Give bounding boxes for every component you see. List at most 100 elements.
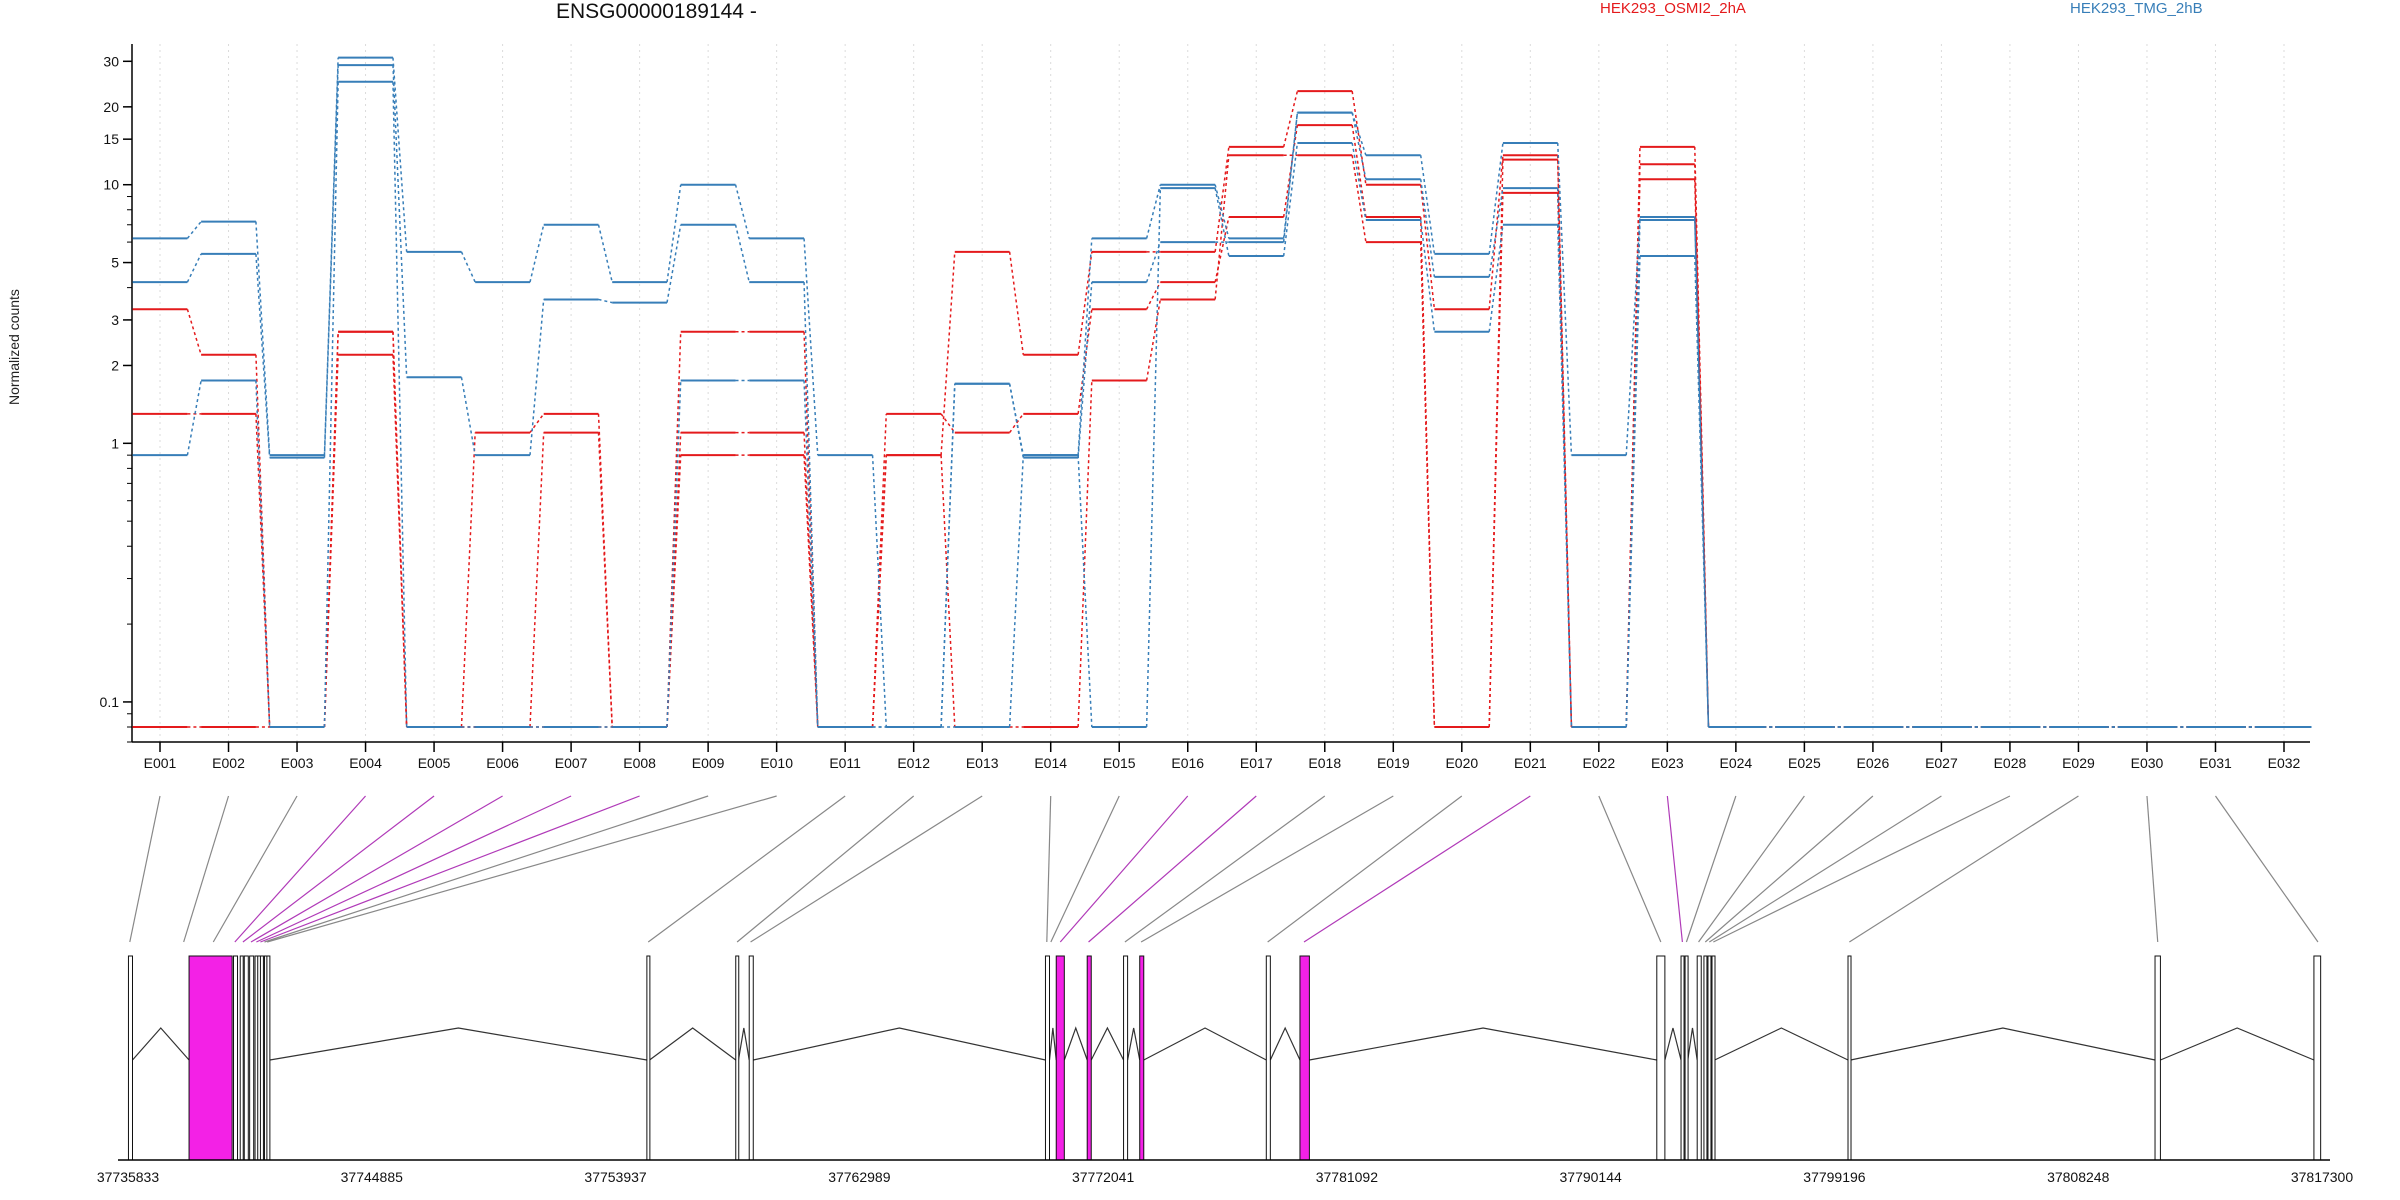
x-tick-label-E028: E028 — [1994, 755, 2027, 771]
series-3-connector-0 — [186, 221, 202, 239]
x-tick-label-E015: E015 — [1103, 755, 1136, 771]
exon-link-8 — [264, 795, 709, 943]
intron-14 — [1048, 1027, 1057, 1061]
series-5-connector-15 — [1214, 187, 1230, 257]
exon-15 — [1055, 955, 1065, 1161]
series-5-connector-21 — [1625, 255, 1641, 728]
series-5-connector-12 — [1008, 455, 1025, 728]
exon-29 — [2154, 955, 2161, 1161]
exon-link-10 — [647, 795, 846, 943]
genomic-tick-label-7: 37799196 — [1803, 1169, 1866, 1185]
series-4-connector-14 — [1145, 241, 1162, 283]
x-tick-label-E017: E017 — [1240, 755, 1273, 771]
legend-entry-tmg: HEK293_TMG_2hB — [2070, 0, 2203, 17]
exon-8 — [259, 955, 264, 1161]
y-tick-label-15: 15 — [103, 131, 119, 147]
exon-link-20 — [1303, 795, 1531, 943]
series-0-connector-15 — [1214, 146, 1230, 252]
exon-16 — [1086, 955, 1092, 1161]
series-4-connector-8 — [734, 224, 750, 283]
exon-13 — [748, 955, 754, 1161]
y-tick-label-20: 20 — [103, 99, 119, 115]
y-tick-label-10: 10 — [103, 177, 119, 193]
y-tick-label-30: 30 — [103, 53, 119, 69]
exon-21 — [1656, 955, 1666, 1161]
series-2-connector-15 — [1214, 155, 1230, 300]
series-4-connector-13 — [1077, 282, 1093, 458]
series-3-connector-10 — [871, 455, 888, 728]
exon-link-18 — [1140, 795, 1394, 943]
x-tick-label-E007: E007 — [555, 755, 588, 771]
series-0-connector-12 — [1008, 251, 1025, 355]
exon-25 — [1703, 955, 1708, 1161]
series-4-connector-16 — [1282, 112, 1299, 243]
series-2-connector-7 — [666, 455, 682, 728]
exon-link-11 — [736, 795, 915, 943]
exon-link-27 — [1713, 795, 2011, 943]
series-4-connector-4 — [460, 377, 476, 456]
x-tick-label-E006: E006 — [486, 755, 519, 771]
series-1-connector-9 — [803, 432, 819, 728]
x-tick-label-E025: E025 — [1788, 755, 1821, 771]
legend-entry-osmi2: HEK293_OSMI2_2hA — [1600, 0, 1746, 17]
exon-link-21 — [1598, 795, 1662, 943]
x-tick-label-E010: E010 — [760, 755, 793, 771]
series-2-connector-19 — [1488, 192, 1504, 728]
series-1-connector-1 — [255, 413, 271, 728]
x-tick-label-E004: E004 — [349, 755, 382, 771]
intron-21 — [1664, 1027, 1682, 1061]
series-2-connector-6 — [597, 432, 613, 728]
series-4-connector-5 — [529, 299, 545, 456]
genomic-tick-label-5: 37781092 — [1316, 1169, 1379, 1185]
exon-20 — [1299, 955, 1310, 1161]
x-tick-label-E013: E013 — [966, 755, 999, 771]
intron-19 — [1269, 1026, 1301, 1061]
series-3-connector-8 — [734, 184, 750, 239]
exon-2 — [232, 955, 239, 1161]
x-tick-label-E023: E023 — [1651, 755, 1684, 771]
exon-26 — [1707, 955, 1712, 1161]
exon-link-1 — [183, 795, 230, 943]
exon-link-0 — [129, 795, 161, 943]
genomic-tick-label-1: 37744885 — [341, 1169, 404, 1185]
series-2-connector-10 — [871, 455, 888, 728]
series-2-connector-2 — [323, 354, 339, 728]
intron-13 — [753, 1027, 1046, 1061]
genomic-tick-label-2: 37753937 — [584, 1169, 647, 1185]
series-2-connector-3 — [392, 354, 408, 728]
exon-23 — [1684, 955, 1689, 1161]
x-tick-label-E024: E024 — [1720, 755, 1753, 771]
genomic-tick-label-6: 37790144 — [1560, 1169, 1623, 1185]
x-tick-label-E026: E026 — [1857, 755, 1890, 771]
y-tick-label-1: 1 — [111, 435, 119, 451]
genomic-tick-label-9: 37817300 — [2291, 1169, 2354, 1185]
series-3-connector-1 — [255, 221, 271, 456]
y-tick-label-2: 2 — [111, 357, 119, 373]
exon-14 — [1044, 955, 1051, 1161]
intron-12 — [737, 1027, 750, 1061]
exon-19 — [1265, 955, 1271, 1161]
series-0-connector-7 — [666, 331, 682, 728]
exon-3 — [239, 955, 244, 1161]
x-tick-label-E019: E019 — [1377, 755, 1410, 771]
exon-4 — [243, 955, 249, 1161]
x-tick-label-E020: E020 — [1445, 755, 1478, 771]
x-tick-label-E008: E008 — [623, 755, 656, 771]
series-5-connector-9 — [803, 380, 819, 728]
exon-link-23 — [1685, 795, 1737, 943]
series-4-connector-9 — [803, 282, 819, 728]
series-3-connector-5 — [529, 224, 545, 283]
intron-10 — [269, 1027, 647, 1061]
exon-5 — [249, 955, 255, 1161]
series-3-connector-18 — [1419, 155, 1436, 255]
exon-link-26 — [1708, 795, 1942, 943]
exon-10 — [266, 955, 271, 1161]
x-tick-label-E002: E002 — [212, 755, 245, 771]
exon-0 — [127, 955, 133, 1161]
y-tick-label-5: 5 — [111, 255, 119, 271]
y-tick-label-0.1: 0.1 — [100, 694, 120, 710]
x-tick-label-E012: E012 — [897, 755, 930, 771]
genomic-tick-label-0: 37735833 — [97, 1169, 160, 1185]
series-5-connector-14 — [1145, 188, 1162, 728]
exon-link-29 — [2146, 795, 2159, 943]
